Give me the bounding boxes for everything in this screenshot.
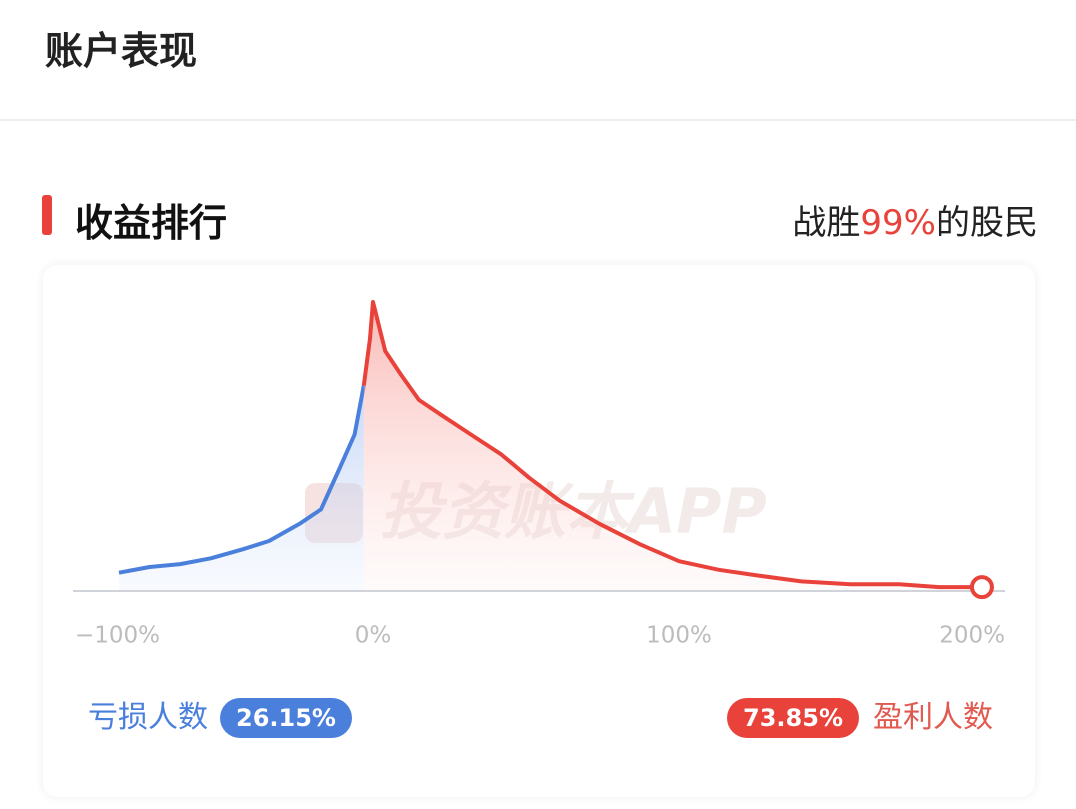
area-fill [119,385,364,590]
x-tick-label: 100% [646,623,712,649]
rank-value: 99% [860,203,936,243]
page-title: 账户表现 [45,29,198,73]
legend-share: 73.85% [727,698,859,738]
area-fill [363,302,982,590]
legend-label: 盈利人数 [873,700,993,735]
end-marker [969,575,994,600]
x-tick-label: −100% [75,623,160,649]
profit-legend: 73.85% 盈利人数 [727,698,993,738]
legend-share: 26.15% [220,698,352,738]
rank-text: 战胜99%的股民 [792,195,1038,244]
loss-legend: 亏损人数 26.15% [88,698,352,738]
section-marker [42,195,52,235]
line [361,300,982,590]
divider [0,119,1076,121]
legend-label: 亏损人数 [88,700,208,735]
x-tick-label: 200% [939,623,1005,649]
line [118,385,366,575]
rank-suffix: 的股民 [936,203,1038,243]
x-tick-label: 0% [355,623,392,649]
rank-prefix: 战胜 [792,203,861,243]
section-title: 收益排行 [75,201,228,245]
